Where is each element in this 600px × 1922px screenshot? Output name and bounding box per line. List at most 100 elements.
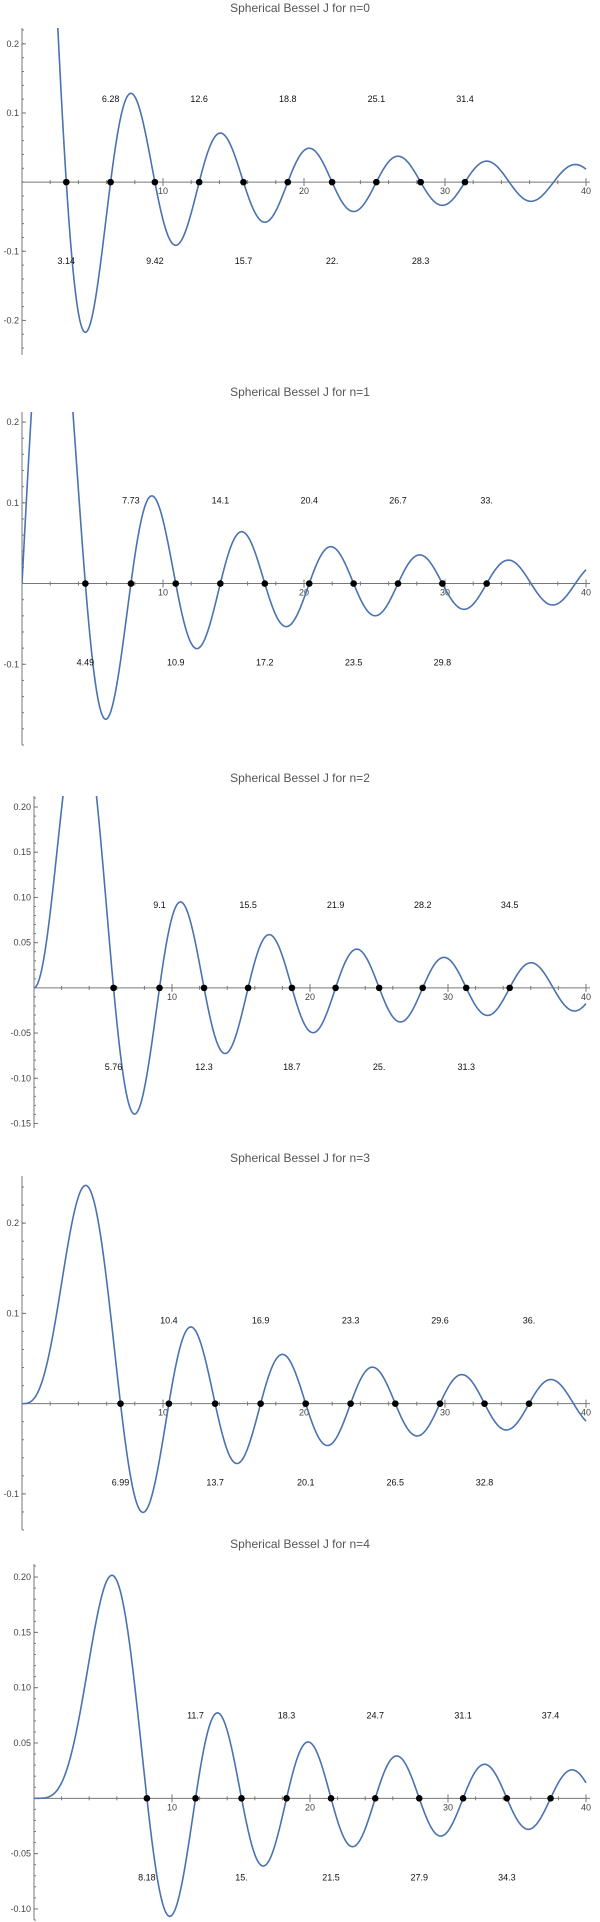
zero-point xyxy=(481,1400,488,1407)
zero-point xyxy=(283,1795,290,1802)
x-tick-label: 40 xyxy=(581,588,591,598)
zero-label: 25.1 xyxy=(368,94,386,104)
chart-title: Spherical Bessel J for n=2 xyxy=(230,771,370,785)
zero-label: 29.6 xyxy=(431,1316,449,1326)
y-tick-label: 0.10 xyxy=(13,1683,31,1693)
bessel-chart-n2: Spherical Bessel J for n=2 10 20 30 40 0.20 0.… xyxy=(10,771,591,1128)
y-tick-label: -0.10 xyxy=(10,1904,31,1914)
zero-label: 22. xyxy=(326,256,339,266)
zero-point xyxy=(244,984,252,992)
x-tick-label: 30 xyxy=(443,1802,453,1812)
zero-point xyxy=(127,580,135,587)
zero-point xyxy=(240,178,247,186)
y-tick-label: -0.05 xyxy=(10,1849,31,1859)
y-tick-label: 0.2 xyxy=(6,417,19,427)
y-tick-label: 0.10 xyxy=(13,892,31,902)
zero-point xyxy=(151,178,159,186)
y-tick-label: -0.1 xyxy=(3,1489,19,1499)
x-tick-label: 20 xyxy=(299,588,309,598)
zero-point xyxy=(439,580,446,587)
zero-label: 16.9 xyxy=(252,1316,270,1326)
zero-label: 32.8 xyxy=(476,1478,494,1488)
y-tick-label: 0.20 xyxy=(13,1572,31,1582)
zero-point xyxy=(143,1795,151,1802)
bessel-curve-n3 xyxy=(22,1184,587,1514)
zero-label: 4.49 xyxy=(77,658,95,668)
zero-label: 5.76 xyxy=(105,1062,123,1072)
zero-point xyxy=(375,984,383,992)
zero-label: 34.5 xyxy=(501,900,519,910)
bessel-curve-n4 xyxy=(34,1574,587,1918)
zero-point xyxy=(415,1795,423,1802)
zero-label: 6.28 xyxy=(102,94,120,104)
zero-label: 27.9 xyxy=(410,1872,428,1882)
zero-label: 18.7 xyxy=(283,1062,301,1072)
bessel-curve-n1 xyxy=(22,412,587,721)
x-tick-label: 30 xyxy=(440,588,450,598)
zero-point xyxy=(392,1400,399,1407)
zero-label: 28.3 xyxy=(412,256,430,266)
zero-label: 9.1 xyxy=(153,900,166,910)
zero-point xyxy=(328,178,336,186)
chart-title: Spherical Bessel J for n=4 xyxy=(230,1537,370,1551)
zero-label: 10.9 xyxy=(167,658,185,668)
x-tick-label: 20 xyxy=(299,1408,309,1418)
zero-label: 13.7 xyxy=(206,1478,224,1488)
y-tick-label: 0.15 xyxy=(13,847,31,857)
zero-point xyxy=(192,1795,199,1802)
x-tick-label: 10 xyxy=(167,992,177,1002)
zero-point xyxy=(305,580,313,587)
x-tick-label: 10 xyxy=(158,186,168,196)
x-tick-label: 40 xyxy=(581,186,591,196)
zero-label: 8.18 xyxy=(138,1872,156,1882)
bessel-curve-n2 xyxy=(34,796,587,1115)
y-tick-label: 0.20 xyxy=(13,802,31,812)
zero-label: 24.7 xyxy=(366,1710,384,1720)
zero-point xyxy=(211,1400,219,1407)
zero-point xyxy=(110,984,117,992)
zero-label: 3.14 xyxy=(58,256,76,266)
zero-point xyxy=(419,984,427,992)
bessel-chart-n3: Spherical Bessel J for n=3 10 20 30 40 0.2 0.1… xyxy=(3,1151,591,1531)
zero-point xyxy=(327,1795,335,1802)
zero-label: 21.9 xyxy=(327,900,345,910)
zero-label: 17.2 xyxy=(256,658,274,668)
chart-title: Spherical Bessel J for n=0 xyxy=(230,1,370,15)
zero-point xyxy=(82,580,89,587)
zero-label: 34.3 xyxy=(498,1872,516,1882)
zero-point xyxy=(195,178,203,186)
zero-point xyxy=(347,1400,354,1407)
x-tick-label: 20 xyxy=(299,186,309,196)
x-tick-label: 20 xyxy=(305,1802,315,1812)
zero-label: 11.7 xyxy=(187,1710,204,1720)
zero-point xyxy=(483,580,490,587)
zero-point xyxy=(461,178,469,186)
zero-point xyxy=(350,580,357,587)
y-tick-label: -0.1 xyxy=(3,246,19,256)
zero-label: 31.4 xyxy=(456,94,474,104)
zero-label: 15.7 xyxy=(235,256,253,266)
zero-point xyxy=(165,1400,173,1407)
zero-label: 21.5 xyxy=(322,1872,340,1882)
x-tick-label: 30 xyxy=(440,186,450,196)
zero-point xyxy=(238,1795,245,1802)
zero-label: 10.4 xyxy=(160,1316,178,1326)
zero-label: 33. xyxy=(480,496,493,506)
zero-label: 31.3 xyxy=(457,1062,475,1072)
zero-label: 18.8 xyxy=(279,94,297,104)
zero-label: 12.6 xyxy=(190,94,208,104)
zero-point xyxy=(373,178,380,186)
x-tick-label: 30 xyxy=(440,1408,450,1418)
zero-point xyxy=(462,984,470,992)
zero-point xyxy=(217,580,224,587)
y-tick-label: -0.10 xyxy=(10,1073,31,1083)
zero-point xyxy=(284,178,292,186)
zero-label: 26.5 xyxy=(387,1478,405,1488)
zero-point xyxy=(547,1795,554,1802)
y-tick-label: 0.1 xyxy=(6,498,19,508)
zero-label: 29.8 xyxy=(434,658,452,668)
zero-label: 20.1 xyxy=(297,1478,315,1488)
zero-point xyxy=(200,984,208,992)
zero-label: 6.99 xyxy=(112,1478,130,1488)
